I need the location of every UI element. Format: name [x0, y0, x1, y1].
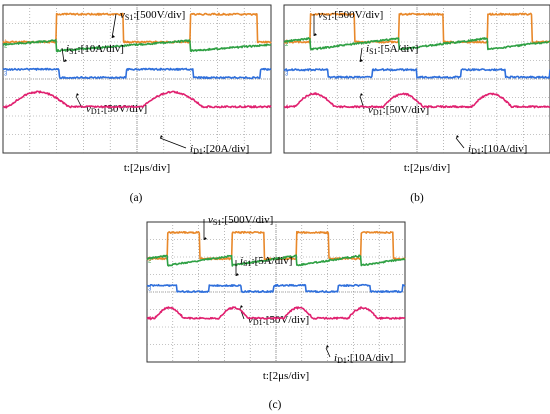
trace-iD1 [283, 92, 550, 109]
channel-marker-3: 3 [4, 71, 8, 77]
label-arrow [159, 137, 187, 149]
trace-label-iS1: iS1:[5A/div] [240, 255, 292, 268]
trace-label-vD1: vD1:[50V/div] [86, 103, 147, 116]
trace-label-iD1: iD1:[10A/div] [468, 143, 527, 156]
trace-label-iS1: iS1:[5A/div] [366, 43, 418, 56]
trace-label-iD1: iD1:[20A/div] [190, 143, 249, 156]
trace-label-vS1: vS1:[500V/div] [318, 9, 383, 22]
panel-caption: (a) [130, 192, 143, 204]
trace-vD1 [146, 283, 406, 294]
channel-marker-4: 4 [148, 316, 152, 322]
trace-label-vS1: vS1:[500V/div] [120, 9, 185, 22]
channel-marker-4: 4 [285, 105, 289, 111]
trace-label-vD1: vD1:[50V/div] [368, 104, 429, 117]
label-arrowhead [236, 273, 239, 276]
label-arrow [325, 347, 331, 358]
channel-marker-2: 2 [4, 44, 8, 50]
channel-marker-1: 1 [4, 40, 8, 46]
trace-label-iS1: iS1:[10A/div] [66, 43, 124, 56]
label-arrowhead [240, 305, 243, 308]
panel-caption: (b) [410, 192, 424, 204]
label-arrow [455, 137, 465, 149]
trace-iS1 [283, 37, 550, 51]
channel-marker-2: 2 [148, 259, 152, 265]
label-arrow [61, 47, 65, 63]
trace-vS1 [283, 12, 550, 44]
label-arrowhead [112, 35, 115, 38]
trace-vD1 [2, 67, 272, 80]
label-arrowhead [326, 345, 329, 348]
label-arrow [359, 47, 363, 63]
time-scale-label: t:[2μs/div] [404, 162, 450, 174]
label-arrowhead [160, 135, 163, 138]
trace-label-iD1: iD1:[10A/div] [334, 352, 393, 365]
label-arrowhead [76, 93, 79, 96]
label-arrowhead [314, 33, 317, 36]
time-scale-label: t:[2μs/div] [124, 162, 170, 174]
label-arrowhead [360, 59, 363, 62]
channel-marker-1: 1 [285, 40, 289, 46]
channel-marker-4: 4 [4, 105, 8, 111]
label-arrowhead [456, 135, 459, 138]
trace-iD1 [146, 306, 406, 320]
channel-marker-1: 1 [148, 257, 152, 263]
label-arrowhead [360, 93, 363, 96]
channel-marker-2: 2 [285, 42, 289, 48]
time-scale-label: t:[2μs/div] [263, 370, 309, 382]
trace-iD1 [2, 90, 272, 109]
trace-vD1 [283, 68, 550, 79]
panel-caption: (c) [269, 399, 282, 411]
channel-marker-3: 3 [148, 287, 152, 293]
scope-panel-2: 1 vS1:[500V/div] 2 iS1:[5A/div] 3 vD1:[50V/di… [283, 4, 550, 204]
trace-label-vS1: vS1:[500V/div] [208, 214, 273, 227]
label-arrow [111, 13, 117, 39]
label-arrowhead [64, 59, 67, 62]
channel-marker-3: 3 [285, 71, 289, 77]
scope-panel-1: 1 vS1:[500V/div] 2 iS1:[10A/div] 3 vD1:[50V/d… [2, 4, 272, 204]
trace-iS1 [2, 38, 272, 53]
label-arrowhead [204, 237, 207, 240]
trace-iS1 [146, 254, 406, 267]
